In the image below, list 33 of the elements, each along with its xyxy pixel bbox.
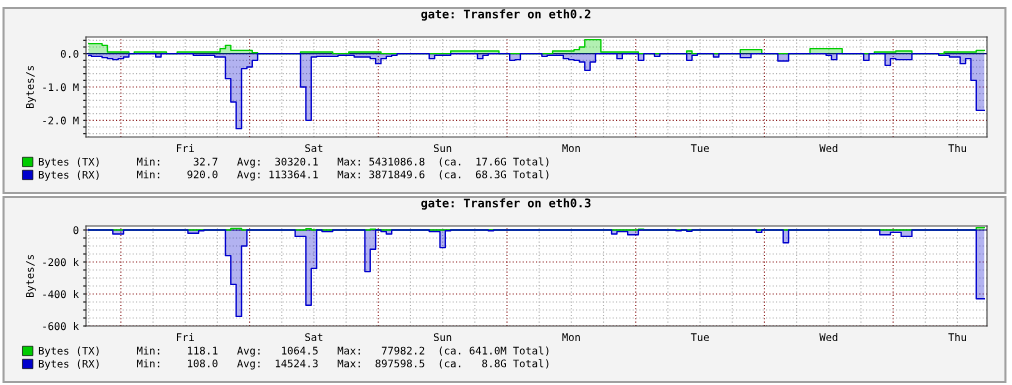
text: Min: 32.7 Avg: 30320.1 Max: 5431086.8 (ca. 17.6G Total) [137,157,549,168]
text: Min: 108.0 Avg: 14524.3 Max: 897598.5 (ca. 8.8G Total) [137,359,549,370]
x-tick-label: Tue [690,333,709,342]
x-tick-label: Thu [948,144,966,153]
legend-label: Bytes (TX) [38,346,99,357]
x-tick-label: Sun [433,144,452,153]
x-tick-label: Mon [562,144,580,153]
chart-title: gate: Transfer on eth0.2 [421,9,591,21]
y-tick-label: 0 [73,226,79,235]
legend-label: Bytes (RX) [38,359,99,370]
x-tick-label: Tue [690,144,709,153]
x-tick-label: Fri [177,144,194,152]
y-tick-label: -400 k [43,290,79,299]
x-tick-label: Wed [819,333,838,342]
x-tick-label: Mon [562,333,580,342]
x-tick-label: Wed [819,144,838,153]
legend-label: Bytes (TX) [38,157,99,168]
legend-label: Bytes (RX) [38,170,99,181]
x-tick-label: Sat [305,333,323,342]
y-tick-label: -200 k [43,258,79,267]
text: Min: 118.1 Avg: 1064.5 Max: 77982.2 (ca. 641.0M Total) [137,346,549,357]
y-tick-label: -1.0 M [43,83,79,92]
x-tick-label: Sat [305,144,323,153]
y-axis-title: Bytes/s [26,255,36,298]
y-tick-label: -2.0 M [43,116,79,125]
x-tick-label: Fri [177,333,194,341]
chart-title: gate: Transfer on eth0.3 [421,198,591,210]
y-axis-title: Bytes/s [26,66,36,109]
y-tick-label: -600 k [43,322,79,331]
x-tick-label: Sun [433,333,452,342]
text: Min: 920.0 Avg: 113364.1 Max: 3871849.6 (ca. 68.3G Total) [137,170,549,181]
x-tick-label: Thu [948,333,966,342]
y-tick-label: 0.0 [60,49,79,58]
